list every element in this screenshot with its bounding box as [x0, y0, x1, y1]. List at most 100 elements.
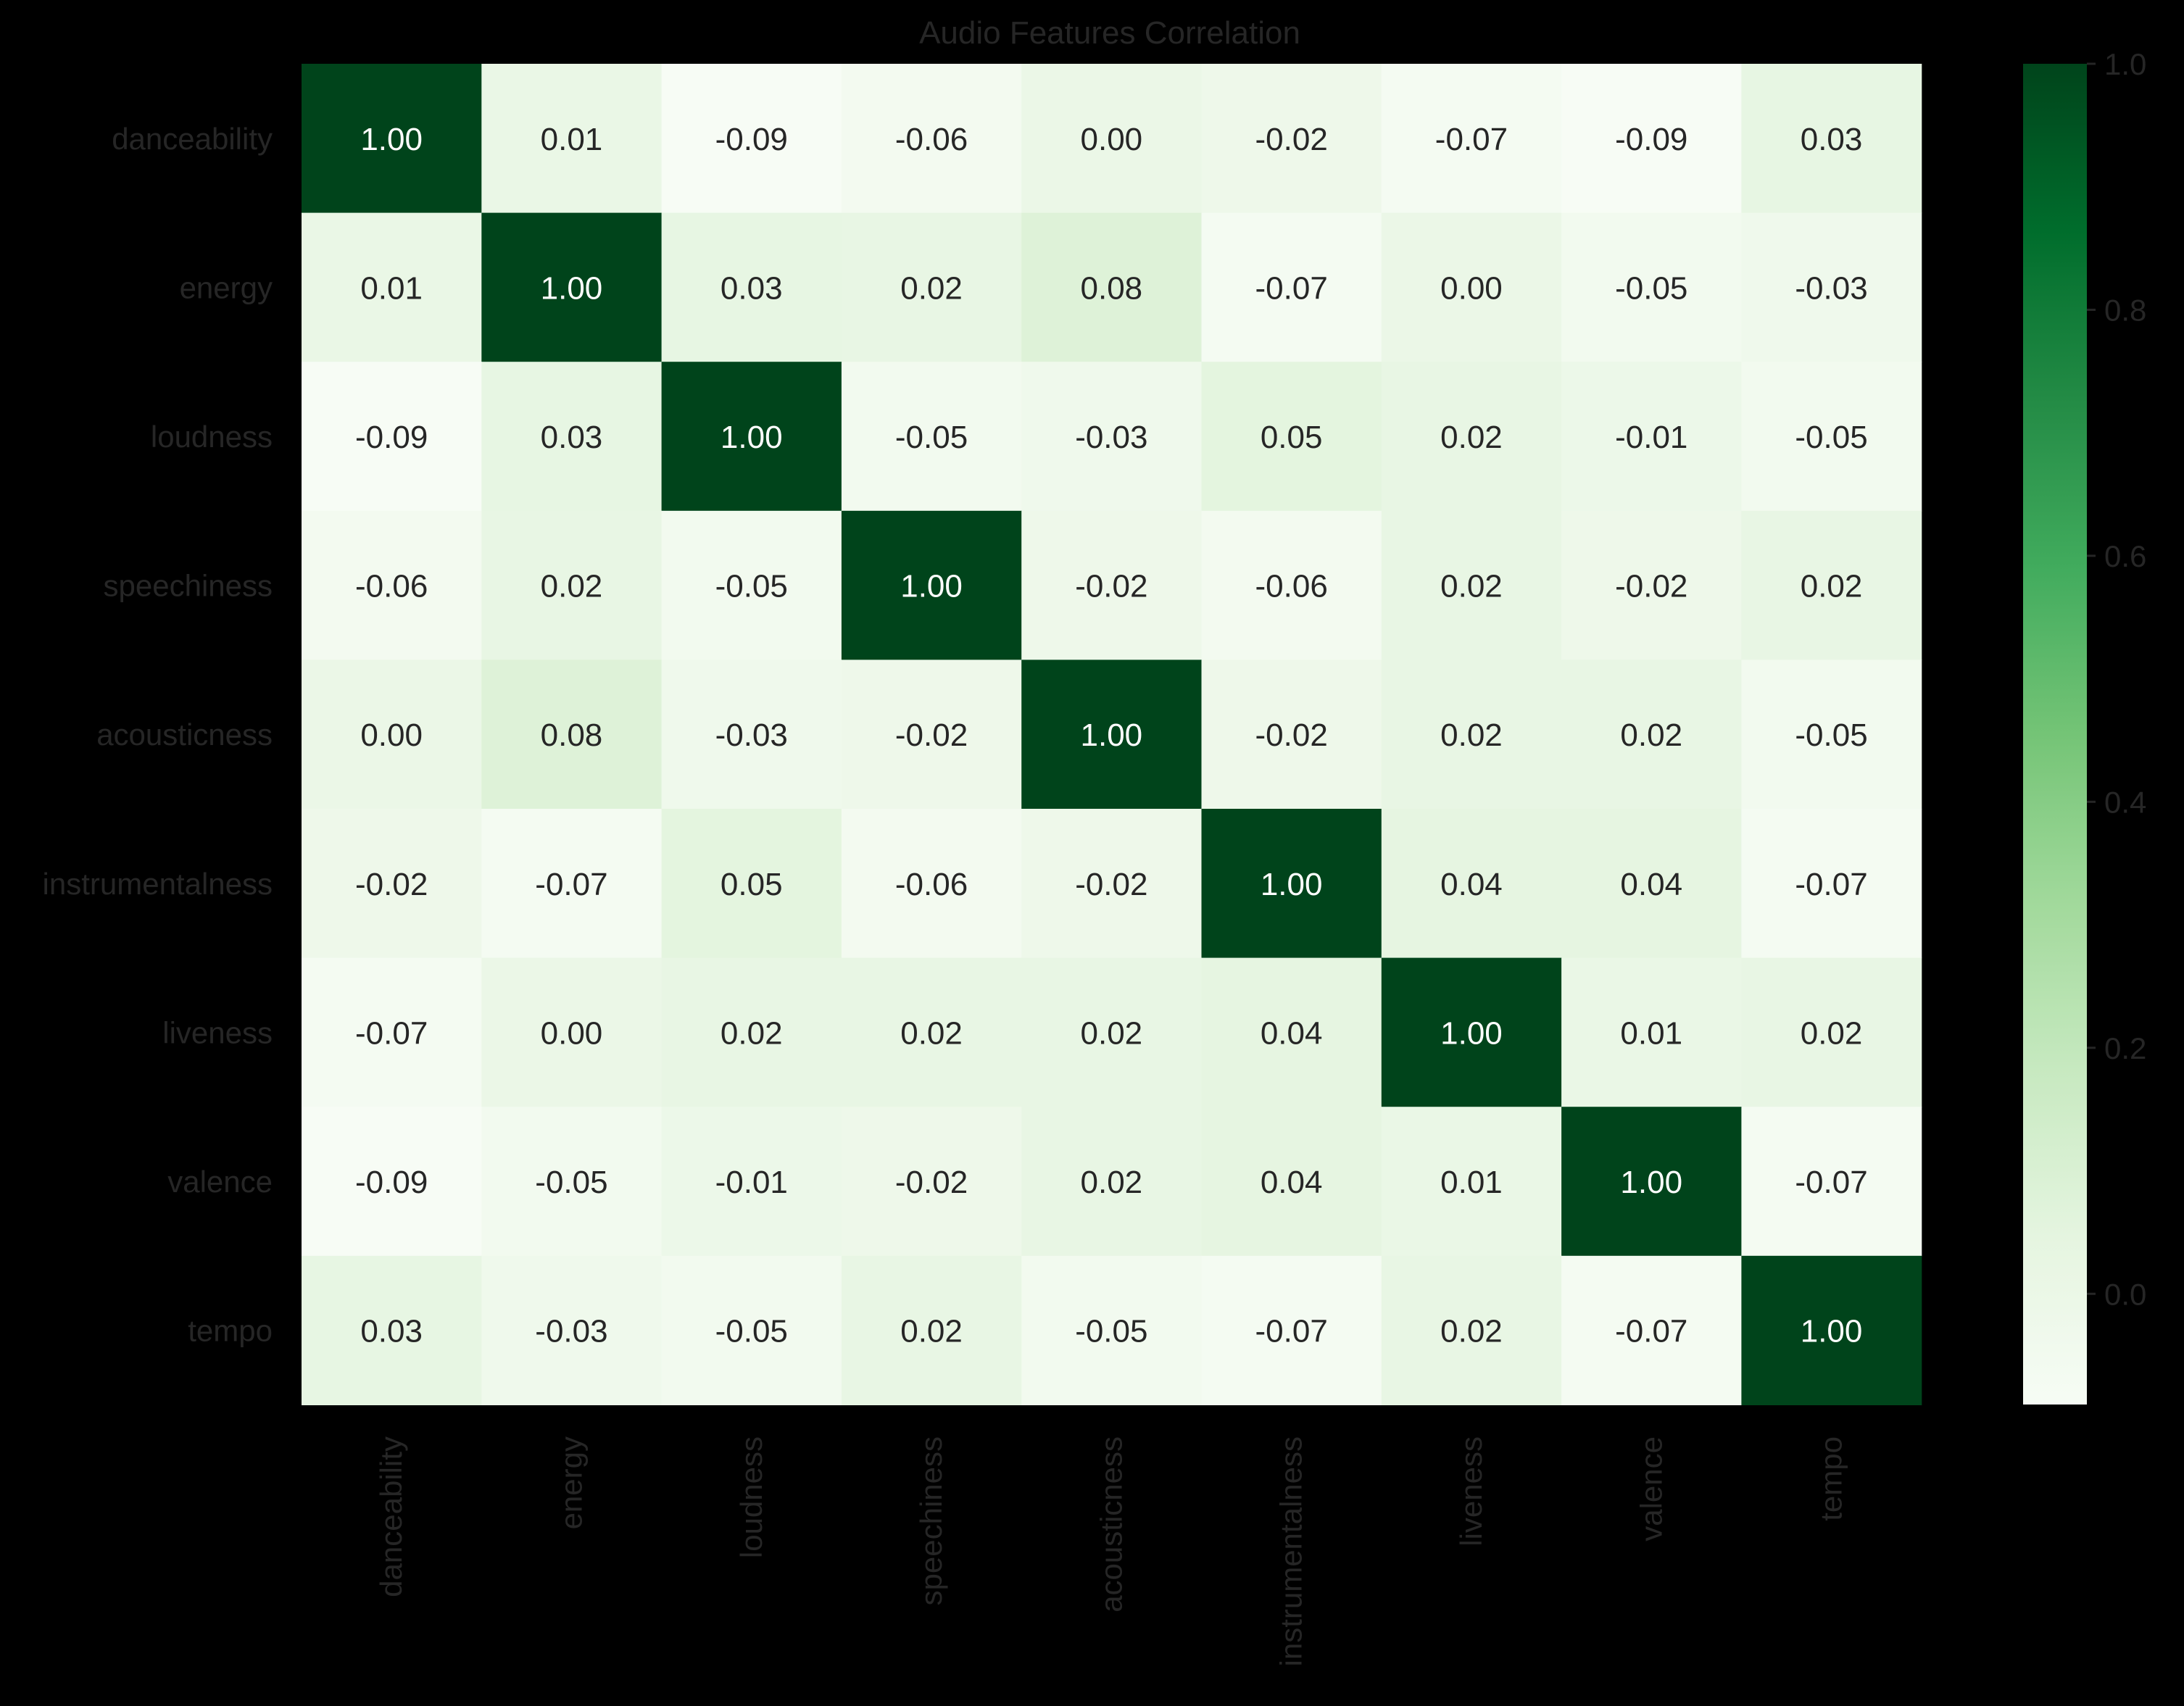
heatmap-cell	[1561, 957, 1742, 1107]
heatmap-cell	[1201, 1255, 1382, 1405]
cell-value-label: 1.00	[1801, 1314, 1863, 1349]
cell-value-label: 0.02	[900, 1314, 963, 1349]
cell-value-label: -0.07	[1795, 867, 1867, 902]
row-label: loudness	[151, 420, 273, 454]
colorbar: 0.0 0.2 0.4 0.6 0.8 1.0	[2023, 47, 2146, 1405]
heatmap-cell	[661, 809, 842, 959]
cell-value-label: 0.02	[721, 1015, 783, 1051]
heatmap-cell	[1561, 659, 1742, 810]
cell-value-label: -0.07	[1255, 1314, 1328, 1349]
heatmap-cell	[302, 809, 482, 959]
cell-value-label: -0.07	[1435, 122, 1508, 157]
row-label: energy	[180, 270, 273, 304]
heatmap-cell	[661, 64, 842, 214]
heatmap-cell	[1021, 64, 1203, 214]
cell-value-label: 0.02	[1620, 717, 1682, 753]
heatmap-cell	[841, 1255, 1022, 1405]
heatmap-cell	[1741, 659, 1922, 810]
heatmap-cell	[1201, 212, 1382, 362]
row-label: tempo	[188, 1314, 273, 1348]
column-label: valence	[1634, 1436, 1668, 1541]
cell-value-label: 0.02	[1801, 1015, 1863, 1051]
heatmap-cell	[1201, 957, 1382, 1107]
heatmap-cell	[1741, 362, 1922, 512]
heatmap-cell	[1201, 809, 1382, 959]
heatmap-cell	[302, 212, 482, 362]
cell-value-label: 1.00	[541, 270, 603, 306]
cell-value-label: -0.07	[1795, 1165, 1867, 1200]
cell-value-label: -0.05	[895, 420, 968, 455]
heatmap-cell	[302, 64, 482, 214]
heatmap-cell	[1741, 64, 1922, 214]
heatmap-cell	[841, 809, 1022, 959]
cell-value-label: 0.05	[721, 867, 783, 902]
heatmap-cell	[481, 957, 663, 1107]
heatmap-annotations: 1.00 0.01 -0.09 -0.06 0.00 -0.02 -0.07 -0.09 0.0…	[355, 122, 1868, 1349]
heatmap-cell	[302, 1255, 482, 1405]
column-label: speechiness	[914, 1436, 948, 1605]
cell-value-label: 1.00	[1620, 1165, 1682, 1200]
column-label: liveness	[1454, 1436, 1488, 1547]
cell-value-label: -0.07	[1615, 1314, 1687, 1349]
column-label: tempo	[1814, 1436, 1848, 1521]
heatmap-cell	[1021, 1107, 1203, 1257]
cell-value-label: 1.00	[1081, 717, 1143, 753]
cell-value-label: 0.00	[541, 1015, 603, 1051]
cell-value-label: -0.06	[895, 867, 968, 902]
column-label: energy	[554, 1436, 588, 1529]
heatmap-cell	[841, 212, 1022, 362]
cell-value-label: -0.05	[1075, 1314, 1147, 1349]
heatmap-cell	[1381, 362, 1562, 512]
heatmap-cell	[1021, 362, 1203, 512]
cell-value-label: -0.05	[1615, 270, 1687, 306]
chart-title: Audio Features Correlation	[919, 15, 1300, 51]
heatmap-cell	[481, 362, 663, 512]
row-label: acousticness	[96, 717, 273, 752]
cell-value-label: -0.06	[1255, 569, 1328, 604]
heatmap-cell	[1381, 510, 1562, 660]
cell-value-label: -0.02	[895, 717, 968, 753]
colorbar-tick-label: 0.4	[2104, 785, 2146, 819]
heatmap-cell	[841, 362, 1022, 512]
cell-value-label: 0.01	[1620, 1015, 1682, 1051]
heatmap-cell	[1741, 510, 1922, 660]
heatmap-cell	[481, 1255, 663, 1405]
cell-value-label: 0.03	[360, 1314, 423, 1349]
row-label: speechiness	[104, 569, 273, 603]
cell-value-label: -0.03	[715, 717, 788, 753]
cell-value-label: 1.00	[1261, 867, 1323, 902]
heatmap-cell	[1741, 957, 1922, 1107]
cell-value-label: 0.02	[1440, 1314, 1503, 1349]
cell-value-label: 0.04	[1261, 1165, 1323, 1200]
column-label: instrumentalness	[1274, 1436, 1308, 1666]
heatmap-cells	[302, 64, 1922, 1405]
cell-value-label: -0.05	[1795, 717, 1867, 753]
cell-value-label: -0.09	[715, 122, 788, 157]
heatmap-cell	[302, 957, 482, 1107]
cell-value-label: 0.02	[1081, 1165, 1143, 1200]
heatmap-cell	[841, 1107, 1022, 1257]
cell-value-label: 1.00	[1440, 1015, 1503, 1051]
cell-value-label: 0.00	[1440, 270, 1503, 306]
cell-value-label: 0.04	[1620, 867, 1682, 902]
column-label: acousticness	[1094, 1436, 1128, 1613]
cell-value-label: 0.02	[1801, 569, 1863, 604]
heatmap-cell	[661, 362, 842, 512]
cell-value-label: -0.05	[715, 569, 788, 604]
heatmap-cell	[481, 64, 663, 214]
cell-value-label: 0.08	[1081, 270, 1143, 306]
cell-value-label: 0.02	[1440, 569, 1503, 604]
cell-value-label: -0.05	[1795, 420, 1867, 455]
heatmap-cell	[1741, 1255, 1922, 1405]
y-axis-tick-labels: danceability energy loudness speechiness aco…	[43, 122, 273, 1348]
heatmap-cell	[661, 1107, 842, 1257]
heatmap-cell	[1561, 212, 1742, 362]
heatmap-cell	[841, 510, 1022, 660]
heatmap-cell	[661, 659, 842, 810]
heatmap-cell	[1561, 1107, 1742, 1257]
heatmap-cell	[1381, 659, 1562, 810]
cell-value-label: 0.02	[541, 569, 603, 604]
heatmap-cell	[1381, 64, 1562, 214]
cell-value-label: -0.07	[355, 1015, 428, 1051]
